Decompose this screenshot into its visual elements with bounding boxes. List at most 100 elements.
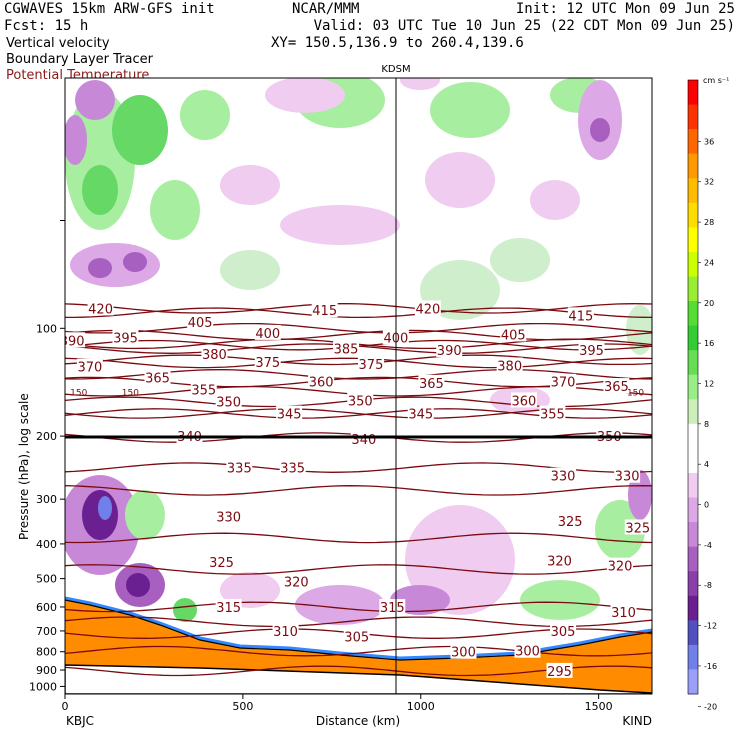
vv-down-region	[530, 180, 580, 220]
vv-up-region	[220, 250, 280, 290]
vv-down-region	[98, 496, 112, 520]
colorbar-label: 0	[704, 501, 709, 510]
colorbar-label: 28	[704, 218, 714, 227]
colorbar-swatch	[688, 522, 698, 548]
theta-contour-line	[65, 645, 652, 657]
x-tick-label: 0	[62, 700, 69, 713]
header-org: NCAR/MMM	[292, 1, 359, 17]
theta-label: 400	[255, 327, 280, 342]
y-tick-label: 600	[36, 601, 57, 614]
theta-label-bg	[407, 405, 434, 421]
theta-label-small: 150	[627, 388, 644, 398]
colorbar-label: 24	[704, 258, 714, 267]
colorbar-swatch	[688, 350, 698, 376]
theta-label: 310	[273, 625, 298, 640]
theta-label-bg	[254, 324, 281, 340]
theta-label: 300	[515, 645, 540, 660]
theta-label-bg	[215, 393, 242, 409]
colorbar-swatch	[688, 325, 698, 351]
header: CGWAVES 15km ARW-GFS init NCAR/MMM Init:…	[4, 1, 735, 83]
theta-label-bg	[333, 340, 360, 356]
y-tick-label: 400	[36, 538, 57, 551]
vertical-velocity-field	[65, 78, 652, 625]
y-tick-label: 300	[36, 493, 57, 506]
colorbar: 36 32 28 24 20 16 12 8 4 0 -4 -8 -12 -16 -20	[687, 79, 717, 711]
y-axis: 100 200 300 400 500 600 700 800 900 1000	[29, 220, 65, 693]
theta-label: 365	[145, 371, 170, 386]
x-tick-label: 1000	[407, 700, 435, 713]
theta-label: 350	[216, 395, 241, 410]
colorbar-frame	[687, 79, 699, 695]
theta-label: 340	[351, 433, 376, 448]
theta-label: 355	[540, 408, 565, 423]
theta-label: 370	[77, 361, 102, 376]
theta-label-bg	[87, 300, 114, 316]
theta-label-bg	[357, 356, 384, 372]
vv-down-region	[220, 165, 280, 205]
theta-label: 330	[615, 470, 640, 485]
theta-label-bg	[276, 405, 303, 421]
theta-label-bg	[514, 642, 541, 658]
colorbar-label: 16	[704, 339, 714, 348]
colorbar-swatch	[688, 423, 698, 449]
terrain-base	[65, 664, 652, 694]
vv-down-region	[75, 80, 115, 120]
header-field1: Vertical velocity	[6, 36, 110, 51]
colorbar-swatch	[688, 497, 698, 523]
vv-down-region	[295, 585, 385, 625]
vv-down-region	[88, 258, 112, 278]
theta-label: 360	[309, 376, 334, 391]
theta-label-bg	[546, 552, 573, 568]
theta-label: 420	[415, 302, 440, 317]
colorbar-swatch	[688, 153, 698, 179]
theta-label-bg	[226, 459, 253, 475]
theta-label-bg	[190, 381, 217, 397]
vv-down-region	[70, 243, 160, 287]
y-axis-label: Pressure (hPa), log scale	[17, 393, 31, 540]
theta-label-bg	[347, 392, 374, 408]
theta-label-bg	[65, 332, 86, 348]
theta-label: 325	[625, 522, 650, 537]
theta-label-bg	[510, 392, 537, 408]
colorbar-label: -8	[704, 581, 712, 590]
x-tick-label: 1500	[585, 700, 613, 713]
colorbar-label: -16	[704, 662, 717, 671]
y-tick-label: 200	[36, 430, 57, 443]
theta-label-bg	[343, 628, 370, 644]
theta-label: 380	[497, 359, 522, 374]
theta-label-bg	[550, 622, 577, 638]
colorbar-swatch	[688, 595, 698, 621]
boundary-layer-edge	[65, 596, 652, 660]
theta-label-bg	[496, 357, 523, 373]
theta-label: 385	[334, 343, 359, 358]
theta-label: 390	[60, 334, 85, 349]
theta-label: 345	[277, 408, 302, 423]
theta-label: 375	[359, 358, 384, 373]
theta-label: 325	[558, 515, 583, 530]
y-tick-label: 900	[36, 664, 57, 677]
theta-label: 350	[348, 394, 373, 409]
colorbar-label: 20	[704, 299, 714, 308]
header-fcst: Fcst: 15 h	[4, 18, 88, 34]
theta-label: 390	[437, 344, 462, 359]
colorbar-label: 36	[704, 137, 714, 146]
theta-label-bg	[379, 598, 406, 614]
theta-label-bg	[279, 459, 306, 475]
colorbar-swatch	[688, 399, 698, 425]
colorbar-label: 32	[704, 178, 714, 187]
theta-label-bg	[272, 622, 299, 638]
vv-up-region	[520, 580, 600, 620]
colorbar-swatch	[688, 80, 698, 106]
theta-label: 310	[611, 606, 636, 621]
colorbar-swatch	[688, 571, 698, 597]
theta-label-bg	[603, 378, 630, 394]
theta-label-bg	[450, 643, 477, 659]
vv-up-region	[112, 95, 168, 165]
theta-contour-line	[65, 601, 652, 613]
colorbar-label: 4	[704, 460, 709, 469]
theta-label-bg	[614, 467, 641, 483]
theta-label-bg	[311, 302, 338, 318]
theta-label-bg	[144, 369, 171, 385]
